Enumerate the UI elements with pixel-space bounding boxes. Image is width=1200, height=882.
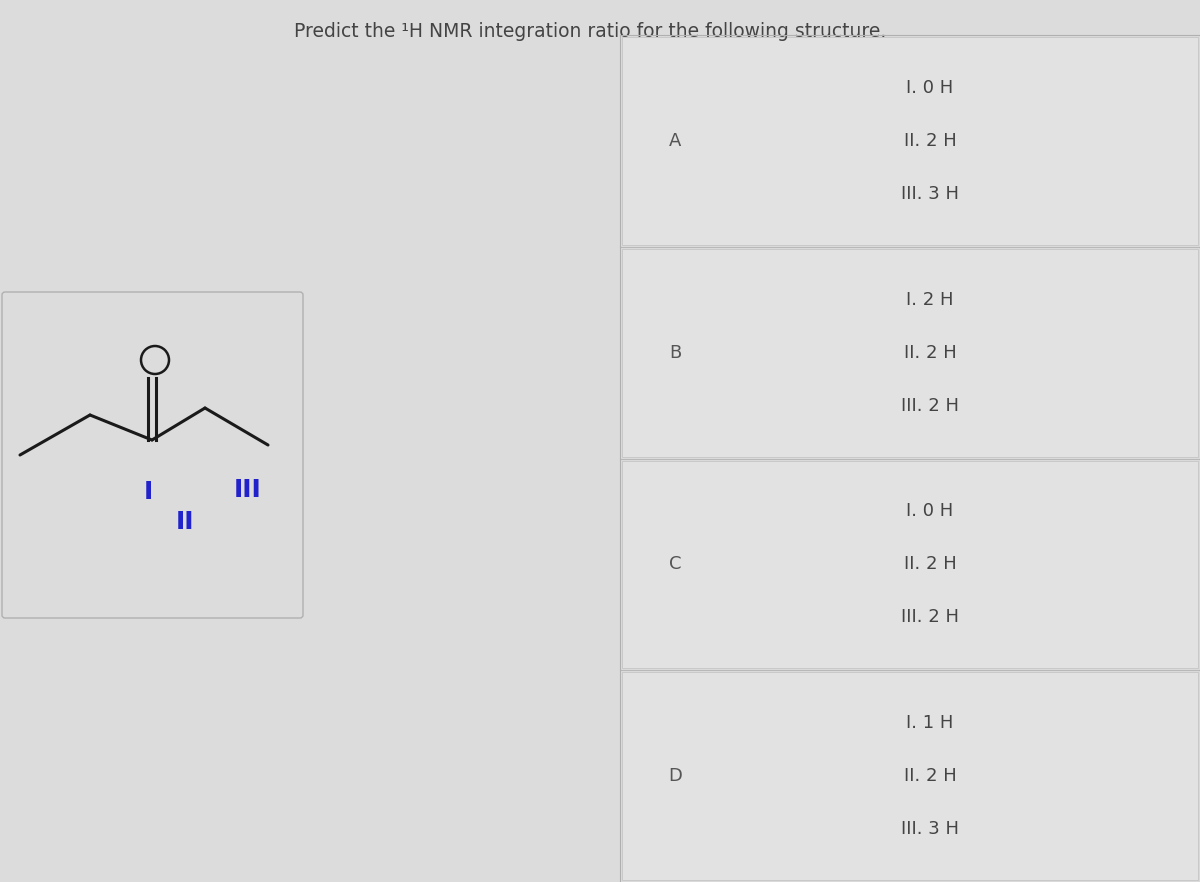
Text: I. 0 H: I. 0 H: [906, 78, 954, 97]
Text: III: III: [234, 478, 262, 502]
FancyBboxPatch shape: [622, 37, 1198, 244]
Text: III. 3 H: III. 3 H: [901, 185, 959, 203]
Text: II. 2 H: II. 2 H: [904, 767, 956, 785]
Text: II. 2 H: II. 2 H: [904, 344, 956, 362]
Text: B: B: [668, 344, 682, 362]
Text: C: C: [668, 556, 682, 573]
Text: III. 2 H: III. 2 H: [901, 397, 959, 415]
Text: II: II: [175, 510, 194, 534]
Text: I. 1 H: I. 1 H: [906, 714, 954, 732]
Text: I. 2 H: I. 2 H: [906, 291, 954, 309]
FancyBboxPatch shape: [622, 460, 1198, 669]
Text: D: D: [668, 767, 682, 785]
Text: I. 0 H: I. 0 H: [906, 503, 954, 520]
FancyBboxPatch shape: [622, 249, 1198, 457]
Text: III. 2 H: III. 2 H: [901, 609, 959, 626]
Text: Predict the ¹H NMR integration ratio for the following structure.: Predict the ¹H NMR integration ratio for…: [294, 22, 886, 41]
FancyBboxPatch shape: [622, 672, 1198, 880]
FancyBboxPatch shape: [2, 292, 302, 618]
Text: II. 2 H: II. 2 H: [904, 556, 956, 573]
Text: A: A: [668, 132, 682, 150]
Text: III. 3 H: III. 3 H: [901, 820, 959, 838]
Text: II. 2 H: II. 2 H: [904, 132, 956, 150]
Text: I: I: [143, 480, 152, 504]
